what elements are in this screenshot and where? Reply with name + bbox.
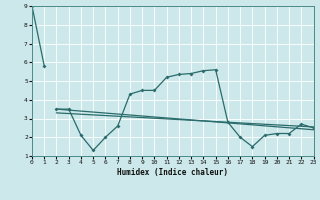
X-axis label: Humidex (Indice chaleur): Humidex (Indice chaleur) — [117, 168, 228, 177]
